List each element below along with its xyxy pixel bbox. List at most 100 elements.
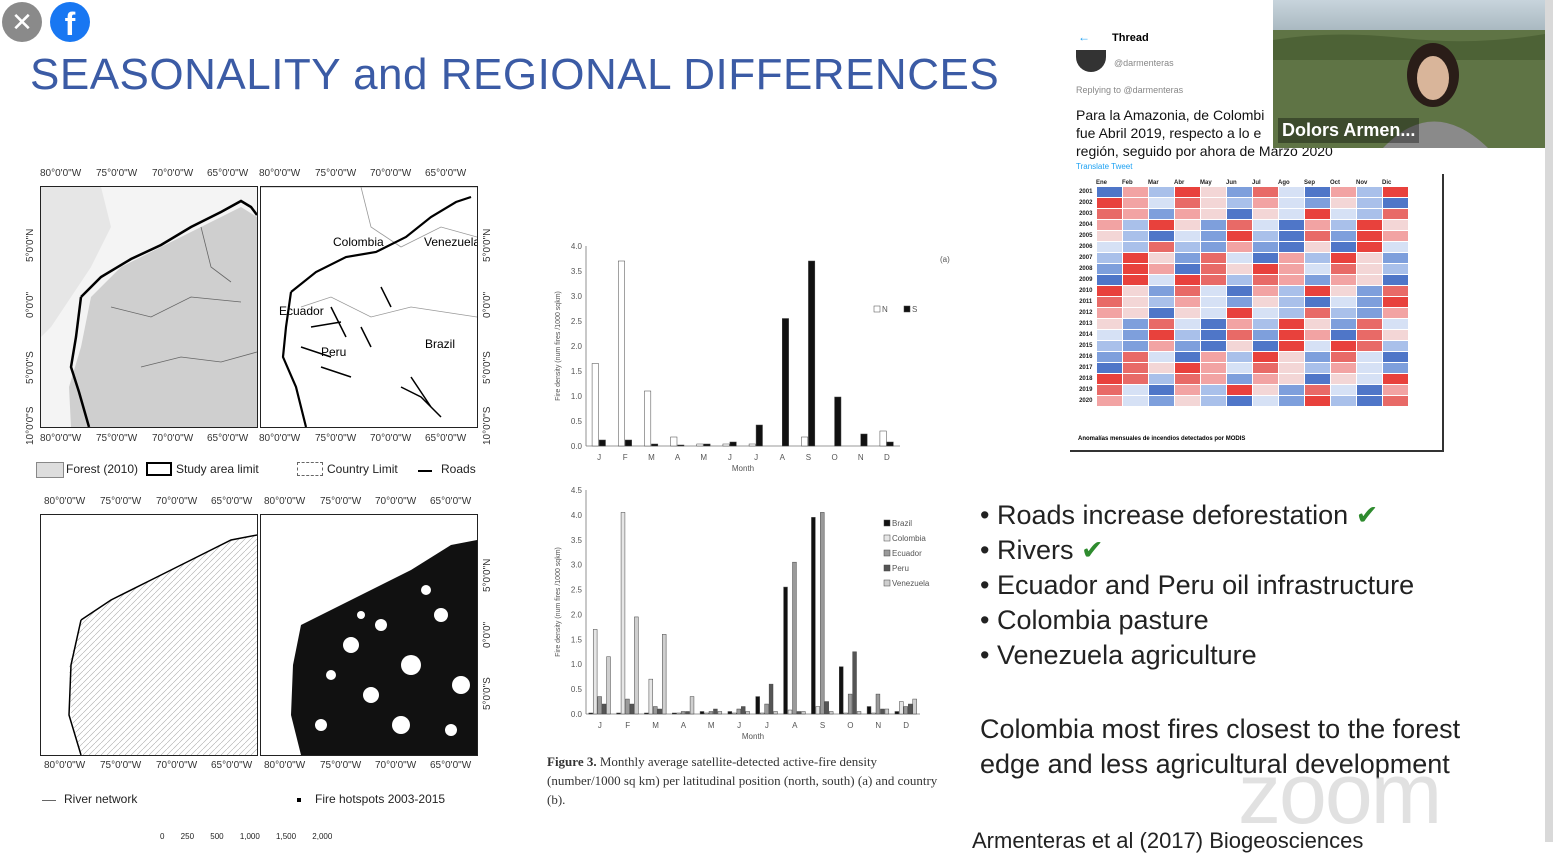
heatmap-cell — [1121, 384, 1149, 396]
heatmap-cell — [1095, 296, 1123, 308]
heatmap-cell — [1199, 186, 1227, 198]
y-tick-label: 1.0 — [571, 660, 583, 669]
facebook-icon[interactable]: f — [50, 2, 90, 42]
heatmap-cell — [1381, 340, 1409, 352]
legend-roads-swatch — [418, 470, 432, 472]
legend-fire-swatch — [297, 798, 301, 802]
heatmap-cell — [1199, 318, 1227, 330]
heatmap-year: 2015 — [1079, 343, 1093, 349]
heatmap-cell — [1251, 340, 1279, 352]
replying-to[interactable]: Replying to @darmenteras — [1076, 85, 1184, 95]
heatmap-cell — [1251, 241, 1279, 253]
legend-roads: Roads — [441, 462, 476, 476]
heatmap-cell — [1381, 208, 1409, 220]
heatmap-cell — [1173, 318, 1201, 330]
heatmap-cell — [1329, 219, 1357, 231]
x-tick-label: N — [875, 721, 881, 730]
heatmap-year: 2010 — [1079, 288, 1093, 294]
heatmap-cell — [1277, 384, 1305, 396]
participant-video[interactable] — [1273, 0, 1545, 148]
heatmap-cell — [1303, 329, 1331, 341]
longitude-label: 65°0'0"W — [211, 760, 253, 771]
y-tick-label: 4.0 — [571, 242, 583, 251]
heatmap-cell — [1121, 274, 1149, 286]
y-tick-label: 0.0 — [571, 710, 583, 719]
heatmap-cell — [1251, 318, 1279, 330]
longitude-label: 70°0'0"W — [375, 760, 417, 771]
heatmap-cell — [1381, 384, 1409, 396]
heatmap-cell — [1303, 318, 1331, 330]
longitude-label: 65°0'0"W — [211, 496, 253, 507]
bullet-text: Venezuela agriculture — [996, 640, 1257, 670]
heatmap-month: Jun — [1226, 180, 1237, 186]
x-tick-label: O — [831, 453, 837, 462]
bar — [597, 696, 602, 715]
heatmap-cell — [1199, 252, 1227, 264]
heatmap-cell — [1355, 241, 1383, 253]
label-ecuador: Ecuador — [279, 304, 324, 318]
tweet-line: fue Abril 2019, respecto a lo e — [1076, 125, 1262, 141]
heatmap-cell — [1095, 263, 1123, 275]
latitude-label: 5°0'0"N — [482, 558, 493, 592]
x-tick-label: F — [625, 721, 630, 730]
heatmap-cell — [1355, 252, 1383, 264]
bar — [801, 711, 806, 715]
scrollbar-track[interactable] — [1545, 0, 1553, 842]
latitude-label: 5°0'0"S — [25, 351, 36, 384]
label-peru: Peru — [321, 345, 347, 359]
longitude-label: 80°0'0"W — [259, 168, 301, 179]
heatmap-cell — [1225, 197, 1253, 209]
label-venezuela: Venezuela — [424, 235, 478, 249]
heatmap-cell — [1277, 329, 1305, 341]
bar — [834, 396, 842, 447]
heatmap-cell — [1199, 362, 1227, 374]
heatmap-cell — [1355, 285, 1383, 297]
x-tick-label: J — [737, 721, 741, 730]
longitude-label: 80°0'0"W — [259, 433, 301, 444]
bar — [787, 709, 793, 715]
heatmap-cell — [1225, 219, 1253, 231]
back-arrow-icon[interactable]: ← — [1078, 30, 1090, 44]
heatmap-cell — [1329, 340, 1357, 352]
heatmap-cell — [1303, 384, 1331, 396]
heatmap-cell — [1225, 351, 1253, 363]
heatmap-cell — [1277, 241, 1305, 253]
latitude-label: 0°0'0" — [482, 621, 493, 648]
heatmap-year: 2020 — [1079, 398, 1093, 404]
close-icon[interactable]: ✕ — [2, 2, 42, 42]
heatmap-month: Oct — [1330, 180, 1341, 186]
x-tick-label: S — [806, 453, 811, 462]
heatmap-cell — [1277, 351, 1305, 363]
y-tick-label: 0.0 — [571, 442, 583, 451]
heatmap-cell — [1251, 219, 1279, 231]
heatmap-cell — [1251, 373, 1279, 385]
heatmap-year: 2019 — [1079, 387, 1093, 393]
bar — [866, 706, 872, 715]
heatmap-month: Ene — [1096, 180, 1108, 186]
checkmark-icon: ✔ — [1348, 500, 1379, 530]
avatar[interactable] — [1076, 50, 1106, 72]
heatmap-year: 2006 — [1079, 244, 1093, 250]
fire-hotspots-map — [260, 514, 478, 756]
legend-forest-swatch — [36, 462, 64, 478]
heatmap-cell — [1355, 329, 1383, 341]
heatmap-cell — [1381, 351, 1409, 363]
tweet-handle[interactable]: @darmenteras — [1114, 58, 1174, 68]
translate-tweet-link[interactable]: Translate Tweet — [1076, 162, 1133, 171]
legend-swatch — [883, 564, 891, 572]
bar — [704, 712, 709, 715]
bar — [680, 711, 686, 715]
legend-country-swatch — [297, 462, 323, 476]
heatmap-cell — [1147, 362, 1175, 374]
heatmap-cell — [1147, 296, 1175, 308]
y-axis-label: Fire density (num fires /1000 sqkm) — [555, 291, 562, 401]
heatmap-cell — [1199, 230, 1227, 242]
heatmap-cell — [1277, 395, 1305, 407]
x-tick-label: A — [792, 721, 798, 730]
bar — [773, 711, 778, 715]
heatmap-cell — [1121, 362, 1149, 374]
heatmap-cell — [1199, 208, 1227, 220]
bar — [782, 318, 789, 447]
heatmap-cell — [1095, 384, 1123, 396]
heatmap-cell — [1355, 219, 1383, 231]
